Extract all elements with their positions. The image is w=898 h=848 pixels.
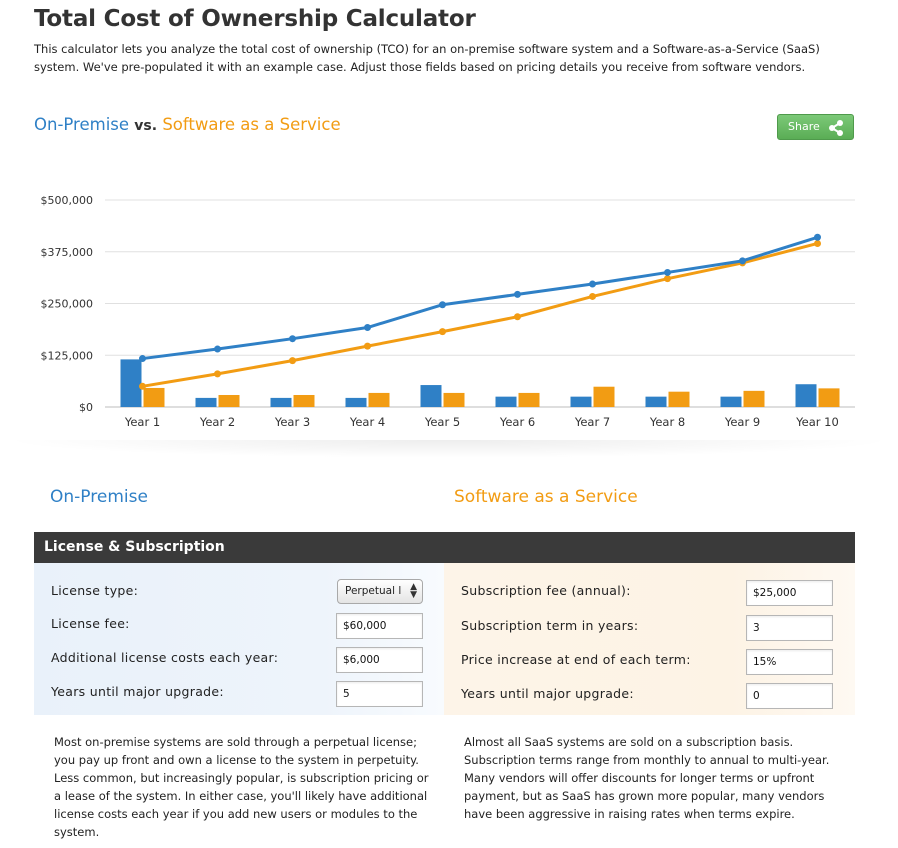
saas-bar xyxy=(443,392,465,407)
price-increase-input[interactable] xyxy=(746,649,833,675)
x-tick-label: Year 10 xyxy=(795,415,839,429)
onprem-license-description: Most on-premise systems are sold through… xyxy=(54,735,429,839)
onprem-bar xyxy=(645,396,667,407)
onprem-bar xyxy=(120,359,142,407)
saas-bar xyxy=(293,394,315,407)
x-tick-label: Year 1 xyxy=(124,415,160,429)
onprem-bar xyxy=(795,384,817,407)
y-tick-label: $250,000 xyxy=(41,298,94,311)
license-type-select[interactable]: Perpetual l ▲ ▼ xyxy=(337,579,423,604)
x-tick-label: Year 2 xyxy=(199,415,235,429)
saas-bar xyxy=(143,387,165,407)
onprem-cumulative-point xyxy=(439,301,446,309)
saas-bar xyxy=(743,390,765,407)
saas-cumulative-point xyxy=(289,357,296,365)
x-tick-label: Year 9 xyxy=(724,415,760,429)
onprem-bar xyxy=(495,396,517,407)
share-button[interactable]: Share xyxy=(777,114,854,140)
saas-cumulative-point xyxy=(664,275,671,283)
chart-heading-vs: vs. xyxy=(134,118,158,134)
saas-cumulative-point xyxy=(439,328,446,336)
saas-cumulative-point xyxy=(514,313,521,321)
subscription-term-input[interactable] xyxy=(746,615,833,641)
saas-cumulative-point xyxy=(214,370,221,378)
chart-heading: On-Premise vs. Software as a Service xyxy=(34,115,341,134)
onprem-bar xyxy=(720,396,742,407)
share-icon xyxy=(829,120,843,136)
x-tick-label: Year 8 xyxy=(649,415,685,429)
x-tick-label: Year 4 xyxy=(349,415,385,429)
page-title: Total Cost of Ownership Calculator xyxy=(34,6,476,32)
onprem-cumulative-line xyxy=(142,235,818,361)
saas-bar xyxy=(368,392,390,407)
share-button-label: Share xyxy=(788,120,820,133)
license-fee-input[interactable] xyxy=(336,613,423,639)
tco-chart: $0 $125,000 $250,000 $375,000 $500,000 Year 1… xyxy=(41,194,855,429)
y-tick-label: $125,000 xyxy=(41,349,94,362)
onprem-column-heading: On-Premise xyxy=(50,487,148,507)
saas-subscription-description: Almost all SaaS systems are sold on a su… xyxy=(464,735,830,821)
x-tick-label: Year 7 xyxy=(574,415,610,429)
intro-text: This calculator lets you analyze the tot… xyxy=(34,42,820,74)
x-tick-label: Year 3 xyxy=(274,415,310,429)
saas-column-heading: Software as a Service xyxy=(454,487,638,507)
onprem-cumulative-point xyxy=(739,257,746,265)
subscription-term-label: Subscription term in years: xyxy=(461,618,639,633)
saas-bar xyxy=(818,388,840,407)
saas-cumulative-line xyxy=(142,242,818,388)
onprem-cumulative-point xyxy=(364,324,371,332)
onprem-cumulative-point xyxy=(139,355,146,363)
onprem-bar xyxy=(420,385,442,407)
onprem-upgrade-label: Years until major upgrade: xyxy=(51,684,224,699)
y-tick-label: $0 xyxy=(79,401,93,414)
select-arrows-icon: ▲ ▼ xyxy=(410,582,417,600)
license-subscription-header: License & Subscription xyxy=(34,532,855,563)
onprem-cumulative-point xyxy=(289,335,296,343)
subscription-fee-label: Subscription fee (annual): xyxy=(461,583,631,598)
onprem-bar xyxy=(345,397,367,407)
onprem-bar xyxy=(270,397,292,407)
onprem-cumulative-point xyxy=(514,290,521,298)
y-tick-label: $375,000 xyxy=(41,246,94,259)
price-increase-label: Price increase at end of each term: xyxy=(461,652,691,667)
onprem-cumulative-point xyxy=(664,268,671,276)
additional-license-costs-input[interactable] xyxy=(336,647,423,673)
saas-upgrade-label: Years until major upgrade: xyxy=(461,686,634,701)
saas-cumulative-point xyxy=(364,342,371,350)
onprem-cumulative-point xyxy=(814,233,821,241)
x-tick-label: Year 5 xyxy=(424,415,460,429)
license-type-value: Perpetual l xyxy=(345,585,402,597)
saas-cumulative-point xyxy=(589,292,596,300)
chart-heading-saas: Software as a Service xyxy=(162,115,341,134)
license-type-label: License type: xyxy=(51,583,139,598)
saas-bar xyxy=(668,391,690,407)
onprem-bar xyxy=(195,397,217,407)
x-tick-label: Year 6 xyxy=(499,415,535,429)
onprem-cumulative-point xyxy=(214,345,221,353)
onprem-bar xyxy=(570,396,592,407)
license-fee-label: License fee: xyxy=(51,616,130,631)
subscription-fee-input[interactable] xyxy=(746,580,833,606)
saas-cumulative-point xyxy=(814,239,821,247)
saas-upgrade-input[interactable] xyxy=(746,683,833,709)
saas-bar xyxy=(218,394,240,407)
onprem-upgrade-input[interactable] xyxy=(336,681,423,707)
saas-bar xyxy=(518,392,540,407)
chart-divider-shadow xyxy=(0,440,898,458)
saas-bar xyxy=(593,386,615,407)
onprem-cumulative-point xyxy=(589,280,596,288)
chart-heading-onprem: On-Premise xyxy=(34,115,130,134)
additional-license-costs-label: Additional license costs each year: xyxy=(51,650,279,665)
y-tick-label: $500,000 xyxy=(41,194,94,207)
saas-cumulative-point xyxy=(139,382,146,390)
